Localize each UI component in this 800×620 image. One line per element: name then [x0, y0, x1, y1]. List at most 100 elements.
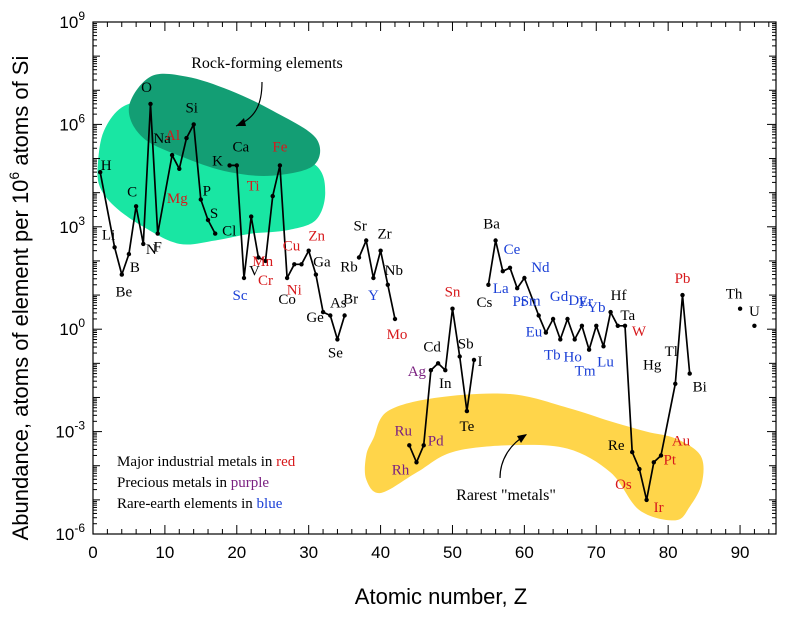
y-axis-title-main: Abundance, atoms of element per 10 [8, 180, 33, 541]
element-label-u: U [749, 304, 760, 320]
data-point [414, 460, 418, 464]
element-label-sr: Sr [354, 219, 367, 235]
element-label-lu: Lu [597, 354, 614, 370]
element-label-te: Te [460, 419, 475, 435]
data-point [371, 276, 375, 280]
data-point [673, 382, 677, 386]
data-point [184, 136, 188, 140]
y-tick-label: 106 [59, 111, 85, 134]
y-tick-label-exp: 6 [78, 111, 85, 125]
data-point [285, 276, 289, 280]
legend-note-blue: Rare-earth elements in blue [117, 496, 283, 512]
element-label-c: C [127, 184, 137, 200]
element-label-k: K [212, 153, 223, 169]
data-point [249, 214, 253, 218]
x-tick-label: 40 [371, 543, 390, 562]
data-point [227, 163, 231, 167]
element-label-ce: Ce [504, 242, 521, 258]
data-point [501, 269, 505, 273]
y-tick-label: 109 [59, 9, 85, 32]
element-label-be: Be [115, 285, 132, 301]
element-label-sb: Sb [458, 337, 474, 353]
element-label-br: Br [343, 292, 358, 308]
y-tick-label: 103 [59, 214, 85, 237]
data-point [307, 249, 311, 253]
legend-note-purple: Precious metals in purple [117, 475, 269, 491]
legend-note-blue-word: blue [257, 496, 283, 512]
x-tick-label: 60 [515, 543, 534, 562]
element-label-pt: Pt [664, 452, 677, 468]
data-point [127, 252, 131, 256]
element-label-se: Se [328, 345, 343, 361]
element-label-au: Au [672, 434, 691, 450]
element-label-bi: Bi [693, 380, 707, 396]
data-point [235, 163, 239, 167]
data-point [436, 361, 440, 365]
data-point [141, 242, 145, 246]
y-tick-label-exp: -6 [74, 521, 85, 535]
data-point [630, 450, 634, 454]
element-label-zr: Zr [378, 227, 392, 243]
data-point [565, 317, 569, 321]
data-point [342, 313, 346, 317]
x-tick-label: 90 [731, 543, 750, 562]
data-point [493, 238, 497, 242]
element-label-rh: Rh [392, 462, 410, 478]
data-point [458, 354, 462, 358]
y-tick-label-exp: 9 [78, 9, 85, 23]
element-label-eu: Eu [526, 325, 543, 341]
y-tick-label-exp: 0 [78, 316, 85, 330]
element-label-yb: Yb [587, 300, 605, 316]
data-point [112, 245, 116, 249]
y-tick-label-exp: -3 [74, 419, 85, 433]
legend-note-red-text: Major industrial metals in [117, 454, 276, 470]
data-point [544, 330, 548, 334]
data-point [156, 231, 160, 235]
legend-note-purple-word: purple [231, 475, 270, 491]
element-label-h: H [101, 158, 112, 174]
data-point [378, 249, 382, 253]
y-tick-label-exp: 3 [78, 214, 85, 228]
element-label-mg: Mg [167, 191, 188, 207]
element-label-fe: Fe [272, 139, 287, 155]
element-label-gd: Gd [550, 289, 569, 305]
data-point [170, 153, 174, 157]
element-label-nd: Nd [531, 260, 550, 276]
data-point [515, 286, 519, 290]
data-point [580, 324, 584, 328]
x-axis-title: Atomic number, Z [355, 584, 527, 609]
element-label-sn: Sn [445, 285, 461, 301]
y-axis-title-sup: 6 [6, 172, 22, 180]
data-point [587, 348, 591, 352]
element-label-ti: Ti [247, 179, 260, 195]
element-label-hg: Hg [643, 358, 662, 374]
y-tick-label-base: 10 [55, 525, 74, 544]
element-label-ba: Ba [483, 217, 500, 233]
y-tick-label: 100 [59, 316, 85, 339]
element-label-ga: Ga [313, 255, 331, 271]
element-label-ta: Ta [620, 308, 635, 324]
legend-note-red: Major industrial metals in red [117, 454, 296, 470]
element-label-mo: Mo [387, 327, 408, 343]
element-label-y: Y [368, 288, 379, 304]
element-label-nb: Nb [385, 263, 403, 279]
y-tick-label-base: 10 [59, 115, 78, 134]
element-label-s: S [210, 206, 218, 222]
y-tick-label-base: 10 [59, 218, 78, 237]
data-point [637, 467, 641, 471]
element-label-cs: Cs [476, 295, 492, 311]
element-label-th: Th [726, 287, 743, 303]
data-point [386, 283, 390, 287]
element-label-ag: Ag [408, 364, 427, 380]
data-point [335, 337, 339, 341]
data-point [594, 324, 598, 328]
data-point [450, 307, 454, 311]
data-point [393, 317, 397, 321]
y-axis-title-end: atoms of Si [8, 56, 33, 172]
x-tick-label: 80 [659, 543, 678, 562]
element-label-ni: Ni [287, 282, 302, 298]
element-label-p: P [203, 184, 211, 200]
data-point [616, 324, 620, 328]
x-tick-label: 10 [155, 543, 174, 562]
